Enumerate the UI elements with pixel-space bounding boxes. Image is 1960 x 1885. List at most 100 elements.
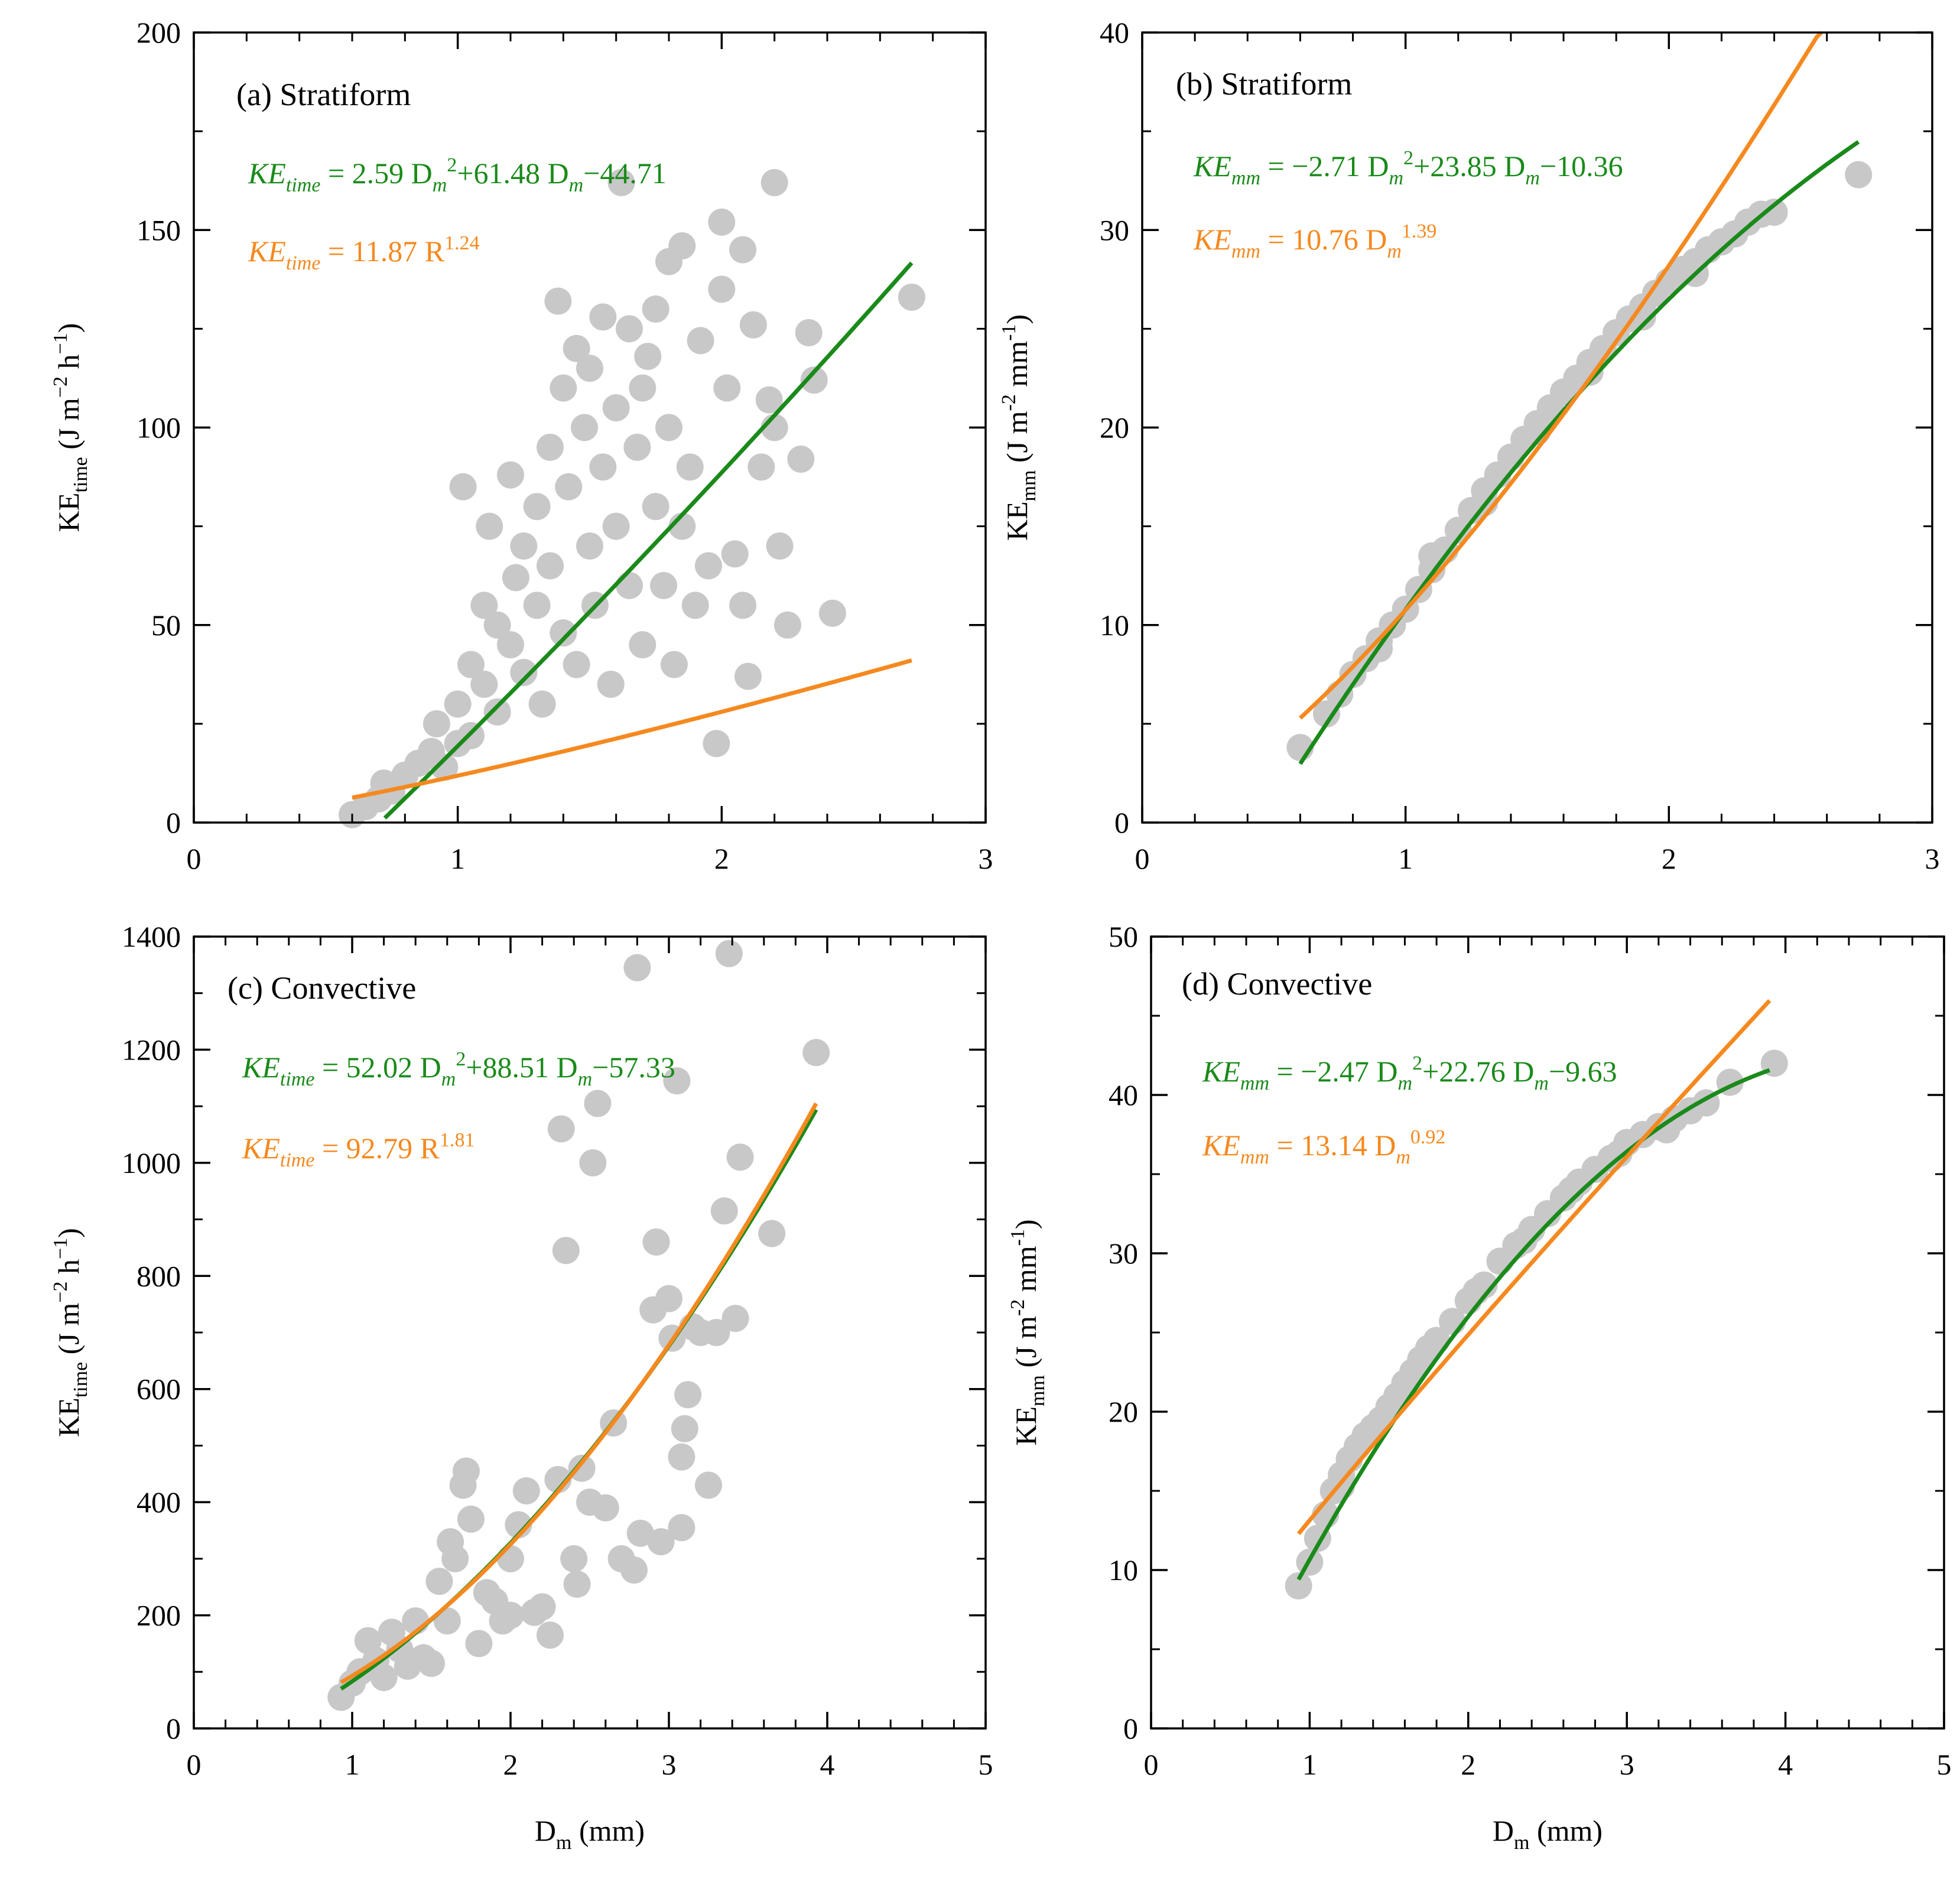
data-point xyxy=(370,1663,398,1691)
data-point xyxy=(747,453,775,481)
y-tick-label: 20 xyxy=(1100,411,1129,444)
data-point xyxy=(715,940,743,967)
data-point xyxy=(734,662,762,690)
x-tick-label: 5 xyxy=(979,1748,993,1781)
data-point xyxy=(642,1228,670,1256)
x-tick-label: 0 xyxy=(187,1748,201,1781)
y-axis-title: KEmm (J m-2 mm-1) xyxy=(998,314,1040,541)
data-point xyxy=(476,512,503,540)
y-axis-title: KEmm (J m-2 mm-1) xyxy=(1007,1219,1049,1445)
data-point xyxy=(597,671,625,698)
y-tick-label: 40 xyxy=(1100,16,1129,49)
data-point xyxy=(470,671,498,698)
y-tick-label: 150 xyxy=(136,213,181,246)
data-point xyxy=(755,386,783,414)
data-point xyxy=(555,473,583,500)
y-tick-label: 1000 xyxy=(122,1146,181,1179)
data-point xyxy=(708,275,736,303)
data-point xyxy=(710,1197,738,1225)
data-point xyxy=(457,1505,485,1533)
x-tick-label: 0 xyxy=(187,842,201,875)
data-point xyxy=(563,651,590,678)
data-point xyxy=(1418,542,1446,570)
data-point xyxy=(703,1319,730,1346)
data-point xyxy=(787,445,815,473)
y-tick-label: 0 xyxy=(1114,806,1129,839)
panel-c: 0 1 2 3 4 5 0 200 400 600 800 1000 1200 1400 KEtime (J… xyxy=(50,920,993,1854)
data-point xyxy=(497,1545,524,1572)
data-point xyxy=(552,1237,580,1265)
x-tick-label: 2 xyxy=(1662,842,1676,875)
data-point xyxy=(818,599,846,627)
data-point xyxy=(674,1381,702,1409)
data-point xyxy=(607,169,635,197)
y-tick-label: 20 xyxy=(1109,1395,1138,1428)
data-point xyxy=(626,1519,654,1547)
data-point xyxy=(650,571,678,599)
data-point xyxy=(687,327,714,355)
data-point xyxy=(497,631,524,659)
power-fit-equation: KEtime = 11.87 R1.24 xyxy=(248,232,480,274)
x-tick-label: 1 xyxy=(450,842,465,875)
panel-label: (c) Convective xyxy=(227,970,416,1006)
power-fit-equation: KEtime = 92.79 R1.81 xyxy=(242,1129,475,1171)
data-point xyxy=(655,1285,682,1312)
data-point xyxy=(441,1545,469,1572)
y-tick-label: 200 xyxy=(136,1599,181,1632)
data-point xyxy=(616,571,643,599)
data-point xyxy=(708,208,736,236)
data-point xyxy=(800,366,828,394)
data-point xyxy=(629,374,656,402)
x-tick-label: 1 xyxy=(1302,1748,1317,1781)
x-tick-label: 2 xyxy=(1461,1748,1475,1781)
data-point xyxy=(431,753,459,781)
y-tick-label: 10 xyxy=(1100,609,1129,642)
power-fit-line xyxy=(352,658,912,800)
data-point xyxy=(695,552,722,580)
y-tick-label: 30 xyxy=(1100,213,1129,246)
power-fit-line xyxy=(340,1102,818,1685)
data-point xyxy=(537,433,564,461)
y-tick-label: 40 xyxy=(1109,1078,1138,1112)
polynomial-fit-equation: KEtime = 52.02 Dm2+88.51 Dm−57.33 xyxy=(242,1048,675,1090)
data-point xyxy=(671,1415,698,1442)
polynomial-fit-line xyxy=(340,1109,818,1691)
x-tick-label: 1 xyxy=(1398,842,1413,875)
data-point xyxy=(537,1621,564,1649)
data-point xyxy=(602,512,630,540)
data-point xyxy=(729,592,757,619)
data-point xyxy=(1510,1227,1538,1254)
panel-label: (b) Stratiform xyxy=(1176,66,1352,102)
data-point xyxy=(537,552,564,580)
data-point xyxy=(642,295,669,323)
x-tick-label: 3 xyxy=(979,842,993,875)
y-tick-label: 1400 xyxy=(122,920,181,953)
x-axis-title: Dm (mm) xyxy=(535,1814,645,1854)
data-point xyxy=(721,540,749,568)
data-point xyxy=(1760,199,1788,226)
y-tick-label: 50 xyxy=(151,609,181,642)
data-point xyxy=(616,315,643,343)
y-tick-label: 400 xyxy=(136,1486,181,1519)
data-point xyxy=(898,283,925,311)
x-tick-label: 2 xyxy=(714,842,729,875)
scatter-points xyxy=(339,169,925,828)
x-tick-label: 4 xyxy=(1778,1748,1793,1781)
y-tick-label: 50 xyxy=(1109,920,1138,953)
data-point xyxy=(444,690,472,718)
data-point xyxy=(758,1220,786,1247)
data-point xyxy=(563,1570,591,1598)
data-point xyxy=(695,1471,722,1499)
x-tick-label: 2 xyxy=(503,1748,518,1781)
data-point xyxy=(634,343,662,370)
data-point xyxy=(528,1593,556,1621)
x-tick-label: 0 xyxy=(1144,1748,1159,1781)
data-point xyxy=(510,658,538,686)
y-tick-label: 0 xyxy=(1123,1712,1138,1745)
data-point xyxy=(739,311,767,339)
x-tick-label: 0 xyxy=(1135,842,1150,875)
data-point xyxy=(655,414,682,441)
data-point xyxy=(563,334,590,362)
data-point xyxy=(729,236,757,264)
